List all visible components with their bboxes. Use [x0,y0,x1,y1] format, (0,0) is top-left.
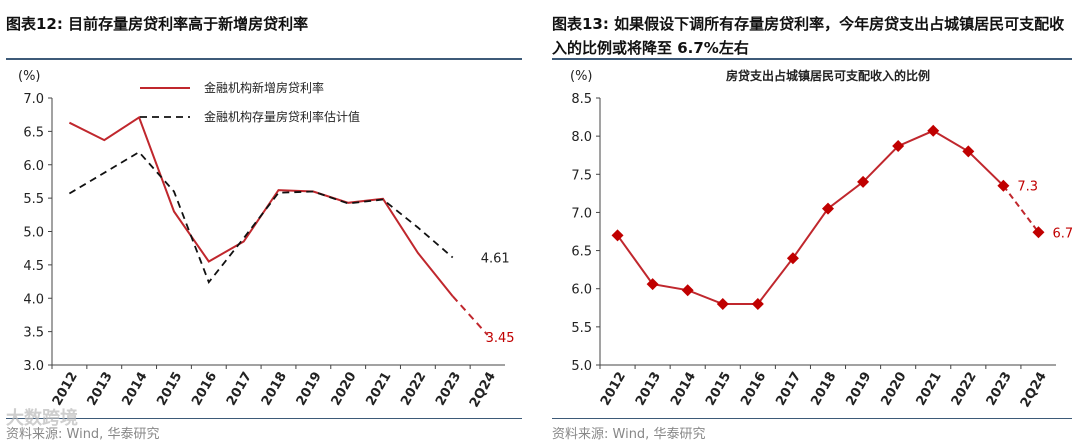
right-title-divider [552,58,1072,60]
x-tick-label: 2019 [294,370,325,409]
legend-label-stock-rate: 金融机构存量房贷利率估计值 [204,109,360,124]
x-tick-label: 2014 [119,370,150,409]
diamond-marker [646,278,659,291]
x-tick-label: 2015 [703,370,734,409]
x-tick-label: 2022 [949,370,980,409]
diamond-marker [751,297,764,310]
data-label-new-2q24: 3.45 [486,331,515,346]
x-tick-label: 2012 [50,370,81,409]
x-tick-label: 2Q24 [467,369,499,410]
y-tick-label: 5.0 [23,226,44,241]
y-tick-label: 7.0 [571,206,592,221]
y-tick-label: 6.5 [23,125,44,140]
y-tick-label: 5.5 [571,321,592,336]
y-tick-label: 4.5 [23,259,44,274]
x-tick-label: 2023 [984,370,1015,409]
diamond-marker [681,284,694,297]
x-tick-label: 2018 [808,370,839,409]
x-tick-label: 2Q24 [1018,370,1050,411]
x-tick-label: 2020 [879,370,910,409]
x-tick-label: 2015 [154,370,185,409]
x-tick-label: 2016 [738,370,769,409]
x-tick-label: 2012 [598,370,629,409]
diamond-marker [822,202,834,215]
diamond-marker [716,297,729,310]
x-tick-label: 2022 [398,370,429,409]
left-figure-title: 图表12: 目前存量房贷利率高于新增房贷利率 [6,15,309,33]
x-tick-label: 2014 [668,370,699,409]
left-bottom-divider [6,418,522,419]
series-line-solid [616,129,1005,305]
x-tick-label: 2023 [433,370,464,409]
y-tick-label: 5.0 [571,359,592,374]
y-tick-label: 6.0 [23,159,44,174]
diamond-marker [892,140,905,153]
y-tick-label: 3.0 [23,359,44,374]
series-line-0 [68,115,454,297]
diamond-marker [857,175,870,188]
y-tick-label: 8.5 [571,92,592,107]
series-line-1 [451,295,489,336]
x-tick-label: 2016 [189,370,220,409]
x-tick-label: 2018 [259,370,290,409]
x-tick-label: 2021 [363,370,394,409]
y-axis-unit-label: (%) [18,69,41,84]
chart-title: 房贷支出占城镇居民可支配收入的比例 [726,68,930,83]
y-tick-label: 7.5 [571,168,592,183]
right-source-note: 资料来源: Wind, 华泰研究 [552,427,706,442]
y-tick-label: 6.5 [571,245,592,260]
y-tick-label: 8.0 [571,130,592,145]
diamond-marker [611,229,624,242]
x-tick-label: 2013 [85,370,116,409]
x-tick-label: 2017 [224,370,255,409]
y-tick-label: 7.0 [23,92,44,107]
right-line-chart: (%) 房贷支出占城镇居民可支配收入的比例 8.5 8.0 7.5 7.0 6.5 6.0 5.… [570,68,1073,411]
left-title-divider [6,58,522,60]
right-figure-title: 图表13: 如果假设下调所有存量房贷利率，今年房贷支出占城镇居民可支配收入的比例… [552,15,1065,57]
right-bottom-divider [552,418,1072,419]
x-tick-label: 2013 [633,370,664,409]
data-label-2023: 7.3 [1017,180,1038,195]
diamond-marker [786,252,799,265]
data-label-stock-2023: 4.61 [481,252,510,267]
y-tick-label: 4.0 [23,292,44,307]
legend-label-new-rate: 金融机构新增房贷利率 [204,80,324,95]
diamond-marker [962,145,975,158]
left-source-note: 资料来源: Wind, 华泰研究 [6,427,160,442]
y-axis-unit-label: (%) [570,69,593,84]
y-tick-label: 5.5 [23,192,44,207]
diamond-marker [997,179,1010,192]
x-tick-label: 2019 [843,370,874,409]
diamond-marker [927,124,940,137]
y-tick-label: 6.0 [571,283,592,298]
diamond-marker [1032,226,1045,239]
x-tick-label: 2017 [773,370,804,409]
watermark-logo: 大数跨境 [6,408,78,429]
x-tick-label: 2020 [329,370,360,409]
x-tick-label: 2021 [914,370,945,409]
data-label-2q24: 6.7 [1052,226,1073,241]
y-tick-label: 3.5 [23,326,44,341]
